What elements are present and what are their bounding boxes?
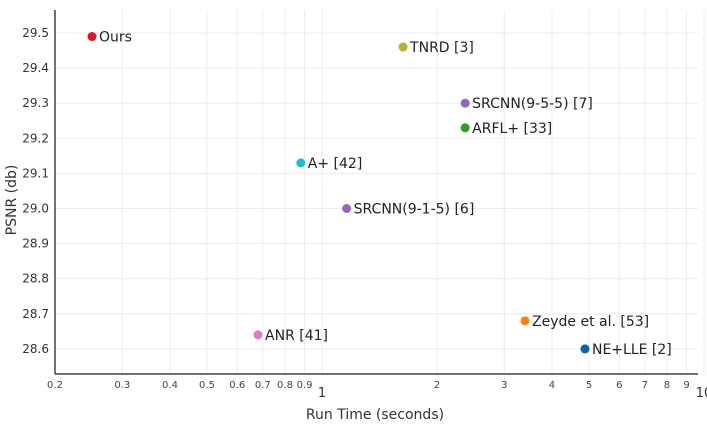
tick-labels: 0.2 0.3 0.4 0.5 0.6 0.7 0.8 0.9 1 2 3 4 5 6 7 8 9 10 28.6 2… — [22, 26, 707, 401]
point-label: ARFL+ [33] — [472, 121, 552, 137]
point-label: NE+LLE [2] — [592, 342, 672, 358]
data-point — [398, 42, 408, 52]
x-tick-label: 9 — [683, 380, 689, 391]
y-tick-label: 29.5 — [22, 26, 49, 40]
data-point — [296, 158, 306, 168]
x-tick-label: 0.2 — [47, 380, 63, 391]
x-tick-label: 1 — [318, 386, 326, 401]
y-tick-label: 28.9 — [22, 237, 49, 251]
point-label: A+ [42] — [308, 156, 363, 172]
axes — [54, 10, 698, 375]
point-label: SRCNN(9-1-5) [6] — [354, 202, 475, 218]
data-point — [580, 344, 590, 354]
x-tick-label: 0.8 — [277, 380, 293, 391]
x-tick-label: 0.7 — [255, 380, 271, 391]
x-tick-label: 3 — [501, 380, 507, 391]
y-tick-label: 29.1 — [22, 166, 49, 180]
y-tick-label: 28.7 — [22, 307, 49, 321]
point-label: Ours — [99, 30, 132, 46]
y-tick-label: 28.6 — [22, 342, 49, 356]
y-tick-label: 28.8 — [22, 272, 49, 286]
point-label: TNRD [3] — [409, 40, 474, 56]
x-tick-label: 10 — [696, 386, 707, 401]
x-tick-label: 0.6 — [229, 380, 245, 391]
x-tick-label: 8 — [664, 380, 670, 391]
point-label: Zeyde et al. [53] — [532, 314, 649, 330]
x-tick-label: 6 — [616, 380, 622, 391]
data-point — [253, 330, 263, 340]
x-tick-label: 0.9 — [297, 380, 313, 391]
y-tick-label: 29.0 — [22, 202, 49, 216]
y-axis-title: PSNR (db) — [4, 165, 20, 236]
x-axis-title: Run Time (seconds) — [306, 407, 444, 423]
x-tick-label: 0.3 — [114, 380, 130, 391]
data-point — [342, 204, 352, 213]
point-label: SRCNN(9-5-5) [7] — [472, 96, 593, 112]
y-tick-label: 29.2 — [22, 131, 49, 145]
x-tick-label: 2 — [434, 380, 440, 391]
x-tick-label: 4 — [549, 380, 555, 391]
y-tick-label: 29.4 — [22, 61, 49, 75]
point-label: ANR [41] — [265, 328, 328, 344]
data-points: Ours TNRD [3] SRCNN(9-5-5) [7] ARFL+ [33] A+… — [87, 30, 672, 358]
data-point — [520, 316, 530, 326]
grid — [55, 10, 705, 374]
x-tick-label: 7 — [642, 380, 648, 391]
data-point — [460, 123, 470, 133]
x-tick-label: 0.4 — [162, 380, 178, 391]
data-point — [460, 98, 470, 108]
data-point — [87, 32, 97, 42]
y-tick-label: 29.3 — [22, 96, 49, 110]
x-tick-label: 0.5 — [199, 380, 215, 391]
x-tick-label: 5 — [586, 380, 592, 391]
